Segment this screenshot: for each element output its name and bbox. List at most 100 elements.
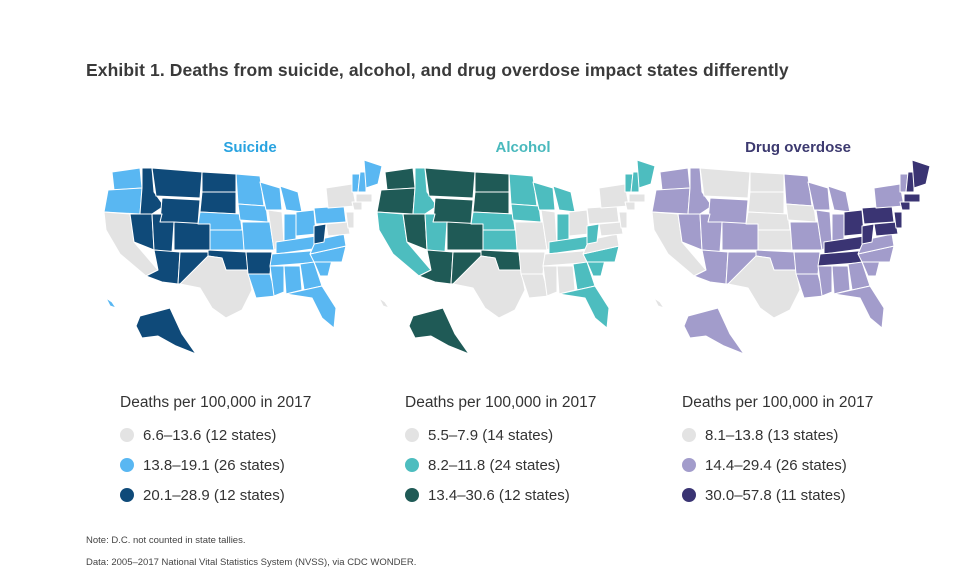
legend-label: 30.0–57.8 (11 states)	[705, 486, 846, 504]
state-region-fl	[558, 285, 610, 329]
state-region-nd	[201, 171, 237, 193]
state-region-la	[795, 273, 825, 299]
legend-item-high: 20.1–28.9 (12 states)	[120, 480, 311, 510]
state-region-ks	[482, 229, 518, 251]
state-region-ia	[785, 203, 817, 223]
legend-swatch-mid	[120, 458, 134, 472]
legend-item-low: 6.6–13.6 (12 states)	[120, 420, 311, 450]
state-region-nj	[618, 211, 628, 229]
state-region-ak	[408, 307, 470, 355]
state-region-wv	[861, 223, 875, 245]
state-region-fl	[285, 285, 337, 329]
state-region-mi	[827, 185, 851, 213]
state-region-ct	[351, 201, 363, 211]
legend-heading: Deaths per 100,000 in 2017	[682, 394, 874, 411]
state-region-nh	[630, 171, 640, 193]
state-region-va	[857, 233, 895, 255]
state-region-mt	[424, 167, 476, 199]
state-region-tx	[179, 255, 253, 319]
state-region-wy	[159, 197, 201, 225]
legend-label: 13.4–30.6 (12 states)	[428, 486, 570, 504]
suicide-legend: Deaths per 100,000 in 2017 6.6–13.6 (12 …	[120, 394, 311, 510]
state-region-la	[247, 273, 277, 299]
legend-swatch-mid	[682, 458, 696, 472]
legend-swatch-low	[120, 428, 134, 442]
legend-label: 8.1–13.8 (13 states)	[705, 426, 839, 444]
alcohol-legend: Deaths per 100,000 in 2017 5.5–7.9 (14 s…	[405, 394, 596, 510]
state-region-md	[325, 221, 351, 237]
state-region-nd	[749, 171, 785, 193]
state-region-nj	[345, 211, 355, 229]
legend-item-high: 30.0–57.8 (11 states)	[682, 480, 873, 510]
state-region-nj	[893, 211, 903, 229]
state-region-ia	[510, 203, 542, 223]
state-region-la	[520, 273, 550, 299]
state-region-wy	[432, 197, 474, 225]
legend-item-high: 13.4–30.6 (12 states)	[405, 480, 596, 510]
state-region-ak	[135, 307, 197, 355]
legend-label: 14.4–29.4 (26 states)	[705, 456, 847, 474]
state-region-va	[309, 233, 347, 255]
state-region-wi	[807, 181, 831, 211]
state-region-sd	[472, 191, 510, 215]
state-region-or	[651, 187, 691, 215]
legend-label: 8.2–11.8 (24 states)	[428, 456, 561, 474]
exhibit-title: Exhibit 1. Deaths from suicide, alcohol,…	[86, 60, 789, 80]
state-region-ma	[903, 193, 921, 203]
footnote: Note: D.C. not counted in state tallies.	[86, 535, 246, 546]
state-region-nh	[357, 171, 367, 193]
state-region-sd	[199, 191, 237, 215]
legend-item-mid: 8.2–11.8 (24 states)	[405, 450, 596, 480]
state-region-md	[873, 221, 899, 237]
legend-item-low: 8.1–13.8 (13 states)	[682, 420, 873, 450]
state-region-al	[556, 265, 576, 295]
legend-swatch-high	[405, 488, 419, 502]
panel-title-drug-overdose: Drug overdose	[745, 139, 851, 156]
state-region-pa	[313, 205, 347, 225]
legend-swatch-high	[120, 488, 134, 502]
state-region-wi	[532, 181, 556, 211]
suicide-map	[103, 159, 383, 355]
state-region-wy	[707, 197, 749, 225]
legend-item-mid: 13.8–19.1 (26 states)	[120, 450, 311, 480]
state-region-ks	[757, 229, 793, 251]
state-region-mt	[151, 167, 203, 199]
state-region-mi	[552, 185, 576, 213]
state-region-nd	[474, 171, 510, 193]
state-region-mn	[235, 173, 265, 207]
legend-swatch-low	[682, 428, 696, 442]
state-region-ak	[683, 307, 745, 355]
state-region-oh	[843, 209, 865, 237]
legend-swatch-mid	[405, 458, 419, 472]
state-region-wv	[313, 223, 327, 245]
state-region-or	[103, 187, 143, 215]
state-region-mt	[699, 167, 751, 199]
state-region-wi	[259, 181, 283, 211]
state-region-ms	[817, 265, 833, 297]
legend-label: 5.5–7.9 (14 states)	[428, 426, 554, 444]
legend-item-mid: 14.4–29.4 (26 states)	[682, 450, 873, 480]
state-region-ct	[899, 201, 911, 211]
drug-overdose-map	[651, 159, 931, 355]
panel-title-suicide: Suicide	[223, 139, 277, 156]
state-region-pa	[861, 205, 895, 225]
alcohol-panel: Alcohol Deaths per 100,000 in 2017 5.5–7…	[373, 136, 673, 516]
state-region-ia	[237, 203, 269, 223]
state-region-fl	[833, 285, 885, 329]
state-region-ms	[269, 265, 285, 297]
state-region-va	[582, 233, 620, 255]
state-region-hi	[653, 297, 665, 309]
state-region-wv	[586, 223, 600, 245]
legend-item-low: 5.5–7.9 (14 states)	[405, 420, 596, 450]
state-region-md	[598, 221, 624, 237]
state-region-ct	[624, 201, 636, 211]
state-region-nh	[905, 171, 915, 193]
state-region-wa	[384, 167, 416, 191]
state-region-mi	[279, 185, 303, 213]
state-region-co	[721, 221, 759, 251]
state-region-co	[173, 221, 211, 251]
state-region-ar	[245, 251, 273, 275]
state-region-pa	[586, 205, 620, 225]
state-region-wa	[659, 167, 691, 191]
state-region-me	[363, 159, 383, 189]
